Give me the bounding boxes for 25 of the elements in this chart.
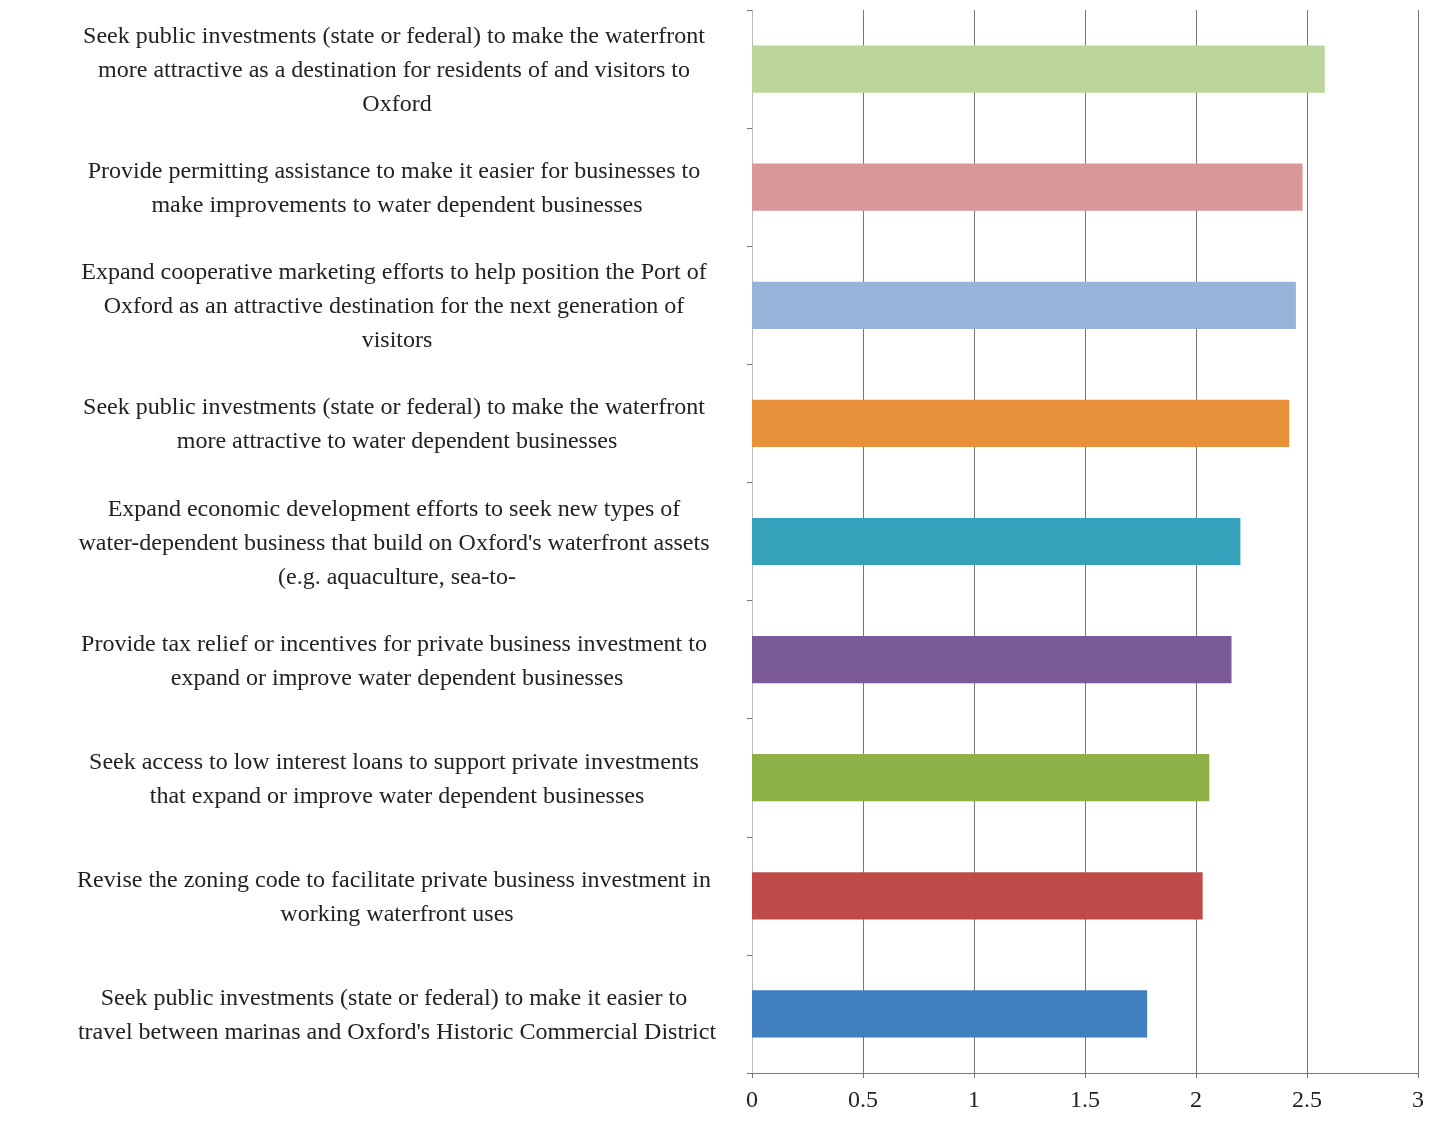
y-tick-label: Expand economic development efforts to seek new types of water-dependent business that build on Oxford's waterfront assets (e.g. aquaculture, sea-to- [78,494,716,589]
bar [752,399,1290,448]
y-tick-label: Revise the zoning code to facilitate private business investment in working waterfront uses [77,865,717,926]
bar [752,872,1203,920]
x-tick-label: 1 [968,1086,980,1112]
x-tick-label: 1.5 [1070,1086,1100,1112]
bar [752,635,1232,684]
bar [752,281,1296,329]
y-tick-label: Provide tax relief or incentives for private business investment to expand or improve water dependent businesses [81,629,713,690]
y-tick-label: Provide permitting assistance to make it easier for businesses to make improvements to water dependent businesses [87,157,707,218]
bar [752,45,1325,93]
x-tick-label: 3 [1412,1086,1424,1112]
x-tick-label: 2 [1190,1086,1202,1112]
y-tick-label: Seek access to low interest loans to support private investments that expand or improve water dependent businesses [89,747,705,808]
y-tick-label: Seek public investments (state or federal) to make the waterfront more attractive as a destination for residents of and visitors to Oxford [83,22,711,117]
bar [752,990,1148,1038]
bar [752,163,1303,211]
bar [752,754,1210,802]
y-tick-label: Expand cooperative marketing efforts to help position the Port of Oxford as an attractive destination for the next generation of visitors [81,258,713,353]
y-tick-label: Seek public investments (state or federal) to make it easier to travel between marinas and Oxford's Historic Commercial District [77,983,717,1044]
x-tick-label: 0 [746,1086,758,1112]
x-tick-label: 2.5 [1292,1086,1322,1112]
y-tick-label: Seek public investments (state or federal) to make the waterfront more attractive to water dependent businesses [83,393,711,454]
x-tick-label: 0.5 [848,1086,878,1112]
bar [752,517,1241,566]
